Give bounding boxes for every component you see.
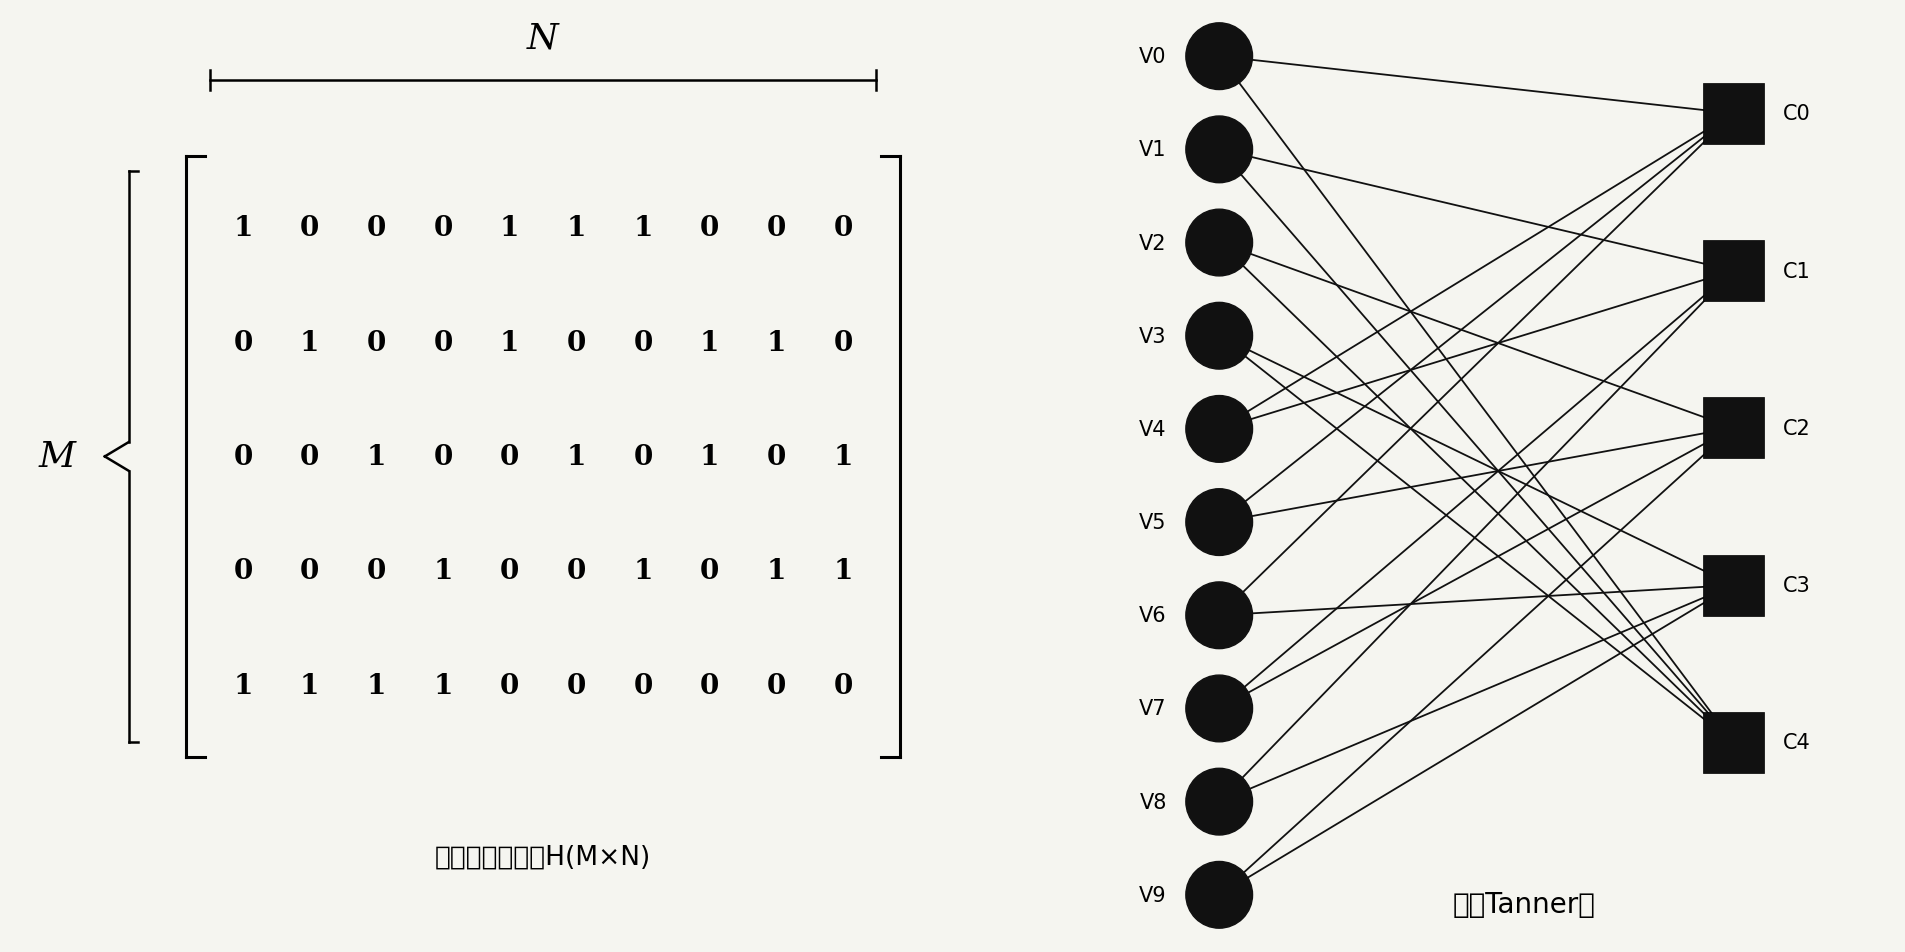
- Text: 1: 1: [566, 215, 587, 242]
- Circle shape: [1185, 117, 1253, 184]
- Text: V0: V0: [1139, 48, 1166, 67]
- Text: V6: V6: [1139, 605, 1166, 625]
- Text: V8: V8: [1139, 792, 1166, 812]
- Text: 0: 0: [699, 558, 720, 585]
- Text: 0: 0: [299, 444, 320, 470]
- Text: V9: V9: [1139, 885, 1166, 904]
- Text: 0: 0: [632, 329, 653, 356]
- Text: 1: 1: [766, 558, 787, 585]
- Circle shape: [1185, 210, 1253, 277]
- Circle shape: [1185, 768, 1253, 835]
- Text: 1: 1: [299, 672, 320, 699]
- Text: 0: 0: [832, 672, 853, 699]
- Text: 0: 0: [232, 329, 253, 356]
- Text: C2: C2: [1783, 419, 1812, 438]
- Text: V2: V2: [1139, 233, 1166, 253]
- Text: V5: V5: [1139, 512, 1166, 532]
- Text: 1: 1: [632, 215, 653, 242]
- Text: 0: 0: [566, 329, 587, 356]
- Text: 0: 0: [766, 444, 787, 470]
- Text: 1: 1: [766, 329, 787, 356]
- Text: 0: 0: [366, 558, 387, 585]
- Text: C0: C0: [1783, 105, 1812, 124]
- Text: 稀疏奇偶校验矩H(M×N): 稀疏奇偶校验矩H(M×N): [434, 843, 652, 870]
- Text: 1: 1: [299, 329, 320, 356]
- Text: 1: 1: [432, 672, 453, 699]
- Text: 0: 0: [632, 672, 653, 699]
- Text: V4: V4: [1139, 420, 1166, 440]
- Bar: [1703, 712, 1764, 773]
- Circle shape: [1185, 24, 1253, 90]
- Text: 0: 0: [766, 672, 787, 699]
- Text: 1: 1: [499, 329, 520, 356]
- Text: 0: 0: [366, 215, 387, 242]
- Text: 0: 0: [699, 672, 720, 699]
- Text: V1: V1: [1139, 140, 1166, 160]
- Text: 0: 0: [499, 672, 520, 699]
- Text: 0: 0: [432, 444, 453, 470]
- Text: 0: 0: [299, 558, 320, 585]
- Text: 1: 1: [832, 444, 853, 470]
- Circle shape: [1185, 489, 1253, 556]
- Text: 1: 1: [832, 558, 853, 585]
- Text: 0: 0: [832, 215, 853, 242]
- Text: N: N: [528, 21, 558, 55]
- Text: 1: 1: [499, 215, 520, 242]
- Text: 1: 1: [366, 444, 387, 470]
- Text: C3: C3: [1783, 576, 1812, 595]
- Text: 0: 0: [366, 329, 387, 356]
- Circle shape: [1185, 862, 1253, 928]
- Bar: [1703, 84, 1764, 145]
- Text: 1: 1: [566, 444, 587, 470]
- Circle shape: [1185, 675, 1253, 742]
- Bar: [1703, 241, 1764, 302]
- Circle shape: [1185, 396, 1253, 463]
- Text: 0: 0: [699, 215, 720, 242]
- Text: 0: 0: [632, 444, 653, 470]
- Bar: [1703, 555, 1764, 616]
- Text: M: M: [38, 440, 76, 474]
- Text: 1: 1: [232, 672, 253, 699]
- Text: 0: 0: [766, 215, 787, 242]
- Text: 1: 1: [699, 444, 720, 470]
- Text: 1: 1: [699, 329, 720, 356]
- Text: 1: 1: [432, 558, 453, 585]
- Text: 0: 0: [566, 558, 587, 585]
- Text: 0: 0: [432, 215, 453, 242]
- Text: 1: 1: [366, 672, 387, 699]
- Text: 0: 0: [232, 444, 253, 470]
- Text: V3: V3: [1139, 327, 1166, 347]
- Text: C1: C1: [1783, 262, 1812, 281]
- Bar: [1703, 398, 1764, 459]
- Text: 0: 0: [232, 558, 253, 585]
- Circle shape: [1185, 583, 1253, 649]
- Text: 0: 0: [432, 329, 453, 356]
- Text: 0: 0: [499, 558, 520, 585]
- Text: 稀疏Tanner图: 稀疏Tanner图: [1452, 890, 1596, 919]
- Text: 1: 1: [632, 558, 653, 585]
- Text: 0: 0: [566, 672, 587, 699]
- Text: 0: 0: [499, 444, 520, 470]
- Circle shape: [1185, 303, 1253, 369]
- Text: C4: C4: [1783, 733, 1812, 752]
- Text: 0: 0: [299, 215, 320, 242]
- Text: V7: V7: [1139, 699, 1166, 719]
- Text: 0: 0: [832, 329, 853, 356]
- Text: 1: 1: [232, 215, 253, 242]
